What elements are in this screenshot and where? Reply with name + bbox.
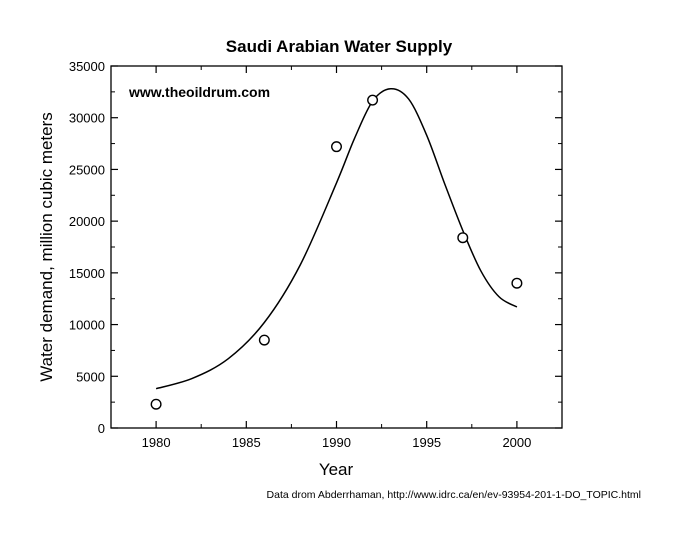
plot-frame: [110, 65, 563, 429]
y-axis-ticks: 0 5000 10000 15000 20000 25000 30000 35000: [69, 59, 562, 436]
x-tick-label: 1985: [232, 435, 261, 450]
y-tick-label: 0: [98, 421, 105, 436]
y-tick-label: 30000: [69, 111, 105, 126]
data-point: [511, 277, 523, 289]
data-point: [150, 398, 162, 410]
y-tick-label: 15000: [69, 266, 105, 281]
y-tick-label: 35000: [69, 59, 105, 74]
x-tick-label: 1980: [142, 435, 171, 450]
x-axis-label: Year: [319, 460, 354, 479]
x-tick-label: 1990: [322, 435, 351, 450]
x-tick-label: 1995: [412, 435, 441, 450]
watermark-annotation: www.theoildrum.com: [128, 84, 270, 100]
data-point: [258, 334, 270, 346]
x-tick-label: 2000: [502, 435, 531, 450]
y-tick-label: 5000: [76, 369, 105, 384]
x-axis-ticks: 1980 1985 1990 1995 2000: [142, 66, 531, 450]
y-tick-label: 25000: [69, 162, 105, 177]
y-axis-label: Water demand, million cubic meters: [37, 112, 56, 382]
data-point: [457, 232, 469, 244]
fitted-curve-line: [155, 88, 518, 390]
data-point: [367, 94, 379, 106]
y-tick-label: 20000: [69, 214, 105, 229]
data-points: [150, 94, 523, 410]
source-note: Data drom Abderrhaman, http://www.idrc.c…: [267, 489, 641, 501]
y-tick-label: 10000: [69, 318, 105, 333]
data-point: [331, 141, 343, 153]
chart-title: Saudi Arabian Water Supply: [226, 37, 453, 56]
